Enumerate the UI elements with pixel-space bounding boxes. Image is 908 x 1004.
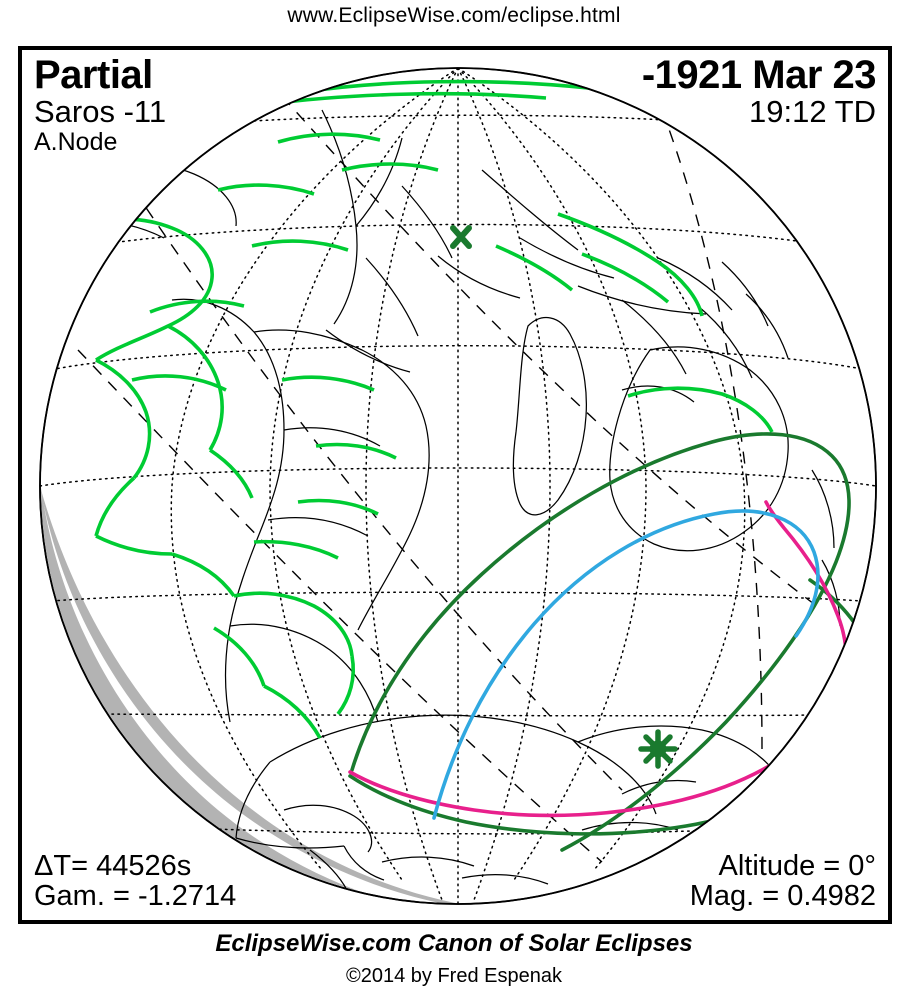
footer-credit: ©2014 by Fred Espenak: [346, 965, 562, 987]
page-url-caption: www.EclipseWise.com/eclipse.html: [287, 4, 621, 27]
greatest-eclipse-marker: [638, 729, 678, 769]
delta-t-value: ΔT= 44526s: [34, 849, 192, 882]
map-frame: Partial Saros -11 A.Node -1921 Mar 23 19…: [18, 46, 892, 924]
globe-graphic: [39, 67, 877, 905]
node-label: A.Node: [34, 128, 118, 157]
altitude-value: Altitude = 0°: [718, 849, 876, 882]
graticule-meridians: [170, 68, 746, 904]
magnitude-value: Mag. = 0.4982: [689, 880, 876, 913]
gamma-value: Gam. = -1.2714: [34, 880, 237, 913]
eclipse-date-label: -1921 Mar 23: [641, 53, 877, 97]
graticule-dashed-arcs: [77, 95, 823, 863]
eclipse-params-bottom-right: Altitude = 0° Mag. = 0.4982: [689, 849, 876, 913]
eclipse-params-bottom-left: ΔT= 44526s Gam. = -1.2714: [34, 849, 237, 913]
eclipse-visible-highlight: [77, 79, 774, 739]
saros-label: Saros -11: [34, 94, 167, 130]
curve-sunrise-sunset: [432, 509, 820, 820]
footer-title: EclipseWise.com Canon of Solar Eclipses: [215, 930, 693, 957]
eclipse-type-label: Partial: [34, 53, 153, 97]
subsolar-point-marker: [450, 225, 472, 249]
eclipse-datetime-top-right: -1921 Mar 23 19:12 TD: [641, 53, 877, 130]
globe-rim: [39, 67, 877, 905]
curve-northern-penumbral-limit: [350, 432, 851, 852]
eclipse-time-label: 19:12 TD: [749, 94, 876, 130]
eclipse-summary-top-left: Partial Saros -11 A.Node: [34, 54, 166, 156]
